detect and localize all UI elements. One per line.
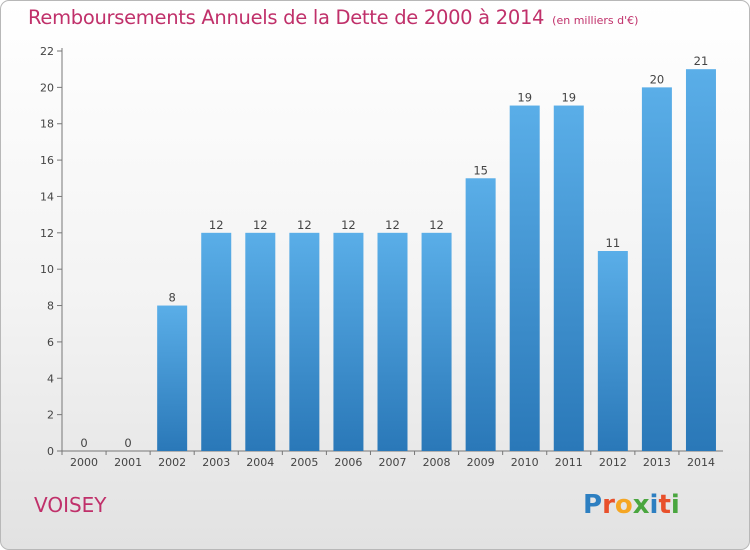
data-label: 12 bbox=[385, 218, 400, 232]
logo-letter: r bbox=[602, 490, 615, 520]
x-tick-label: 2005 bbox=[290, 456, 318, 469]
data-label: 19 bbox=[517, 91, 532, 105]
data-label: 8 bbox=[169, 291, 176, 305]
bar bbox=[245, 232, 276, 451]
bar bbox=[685, 69, 716, 451]
y-tick-label: 18 bbox=[40, 118, 54, 131]
x-tick-label: 2010 bbox=[511, 456, 539, 469]
y-tick-label: 2 bbox=[47, 409, 54, 422]
x-tick-label: 2000 bbox=[70, 456, 98, 469]
logo-letter: o bbox=[614, 490, 633, 520]
bar bbox=[597, 251, 628, 451]
data-label: 12 bbox=[209, 218, 224, 232]
logo-letter: x bbox=[632, 490, 650, 520]
y-tick-label: 10 bbox=[40, 263, 54, 276]
x-tick-label: 2008 bbox=[423, 456, 451, 469]
bar bbox=[289, 232, 320, 451]
data-label: 0 bbox=[80, 436, 87, 450]
data-label: 21 bbox=[694, 54, 709, 68]
chart-labels: 0 0 8 12 12 12 12 12 12 15 19 19 11 20 21 bbox=[80, 54, 708, 450]
chart-subtitle: (en milliers d'€) bbox=[552, 14, 639, 27]
x-tick-label: 2014 bbox=[687, 456, 715, 469]
bar bbox=[333, 232, 364, 451]
y-tick-label: 4 bbox=[47, 372, 54, 385]
y-tick-label: 20 bbox=[40, 81, 54, 94]
y-tick-label: 8 bbox=[47, 300, 54, 313]
data-label: 19 bbox=[561, 91, 576, 105]
y-tick-label: 22 bbox=[40, 45, 54, 58]
data-label: 20 bbox=[650, 72, 665, 86]
x-tick-label: 2003 bbox=[202, 456, 230, 469]
x-tick-label: 2002 bbox=[158, 456, 186, 469]
y-tick-label: 6 bbox=[47, 336, 54, 349]
logo-letter: i bbox=[649, 490, 659, 520]
x-tick-label: 2001 bbox=[114, 456, 142, 469]
bar bbox=[421, 232, 452, 451]
x-tick-label: 2006 bbox=[334, 456, 362, 469]
place-name: VOISEY bbox=[34, 493, 107, 517]
bar bbox=[465, 178, 496, 452]
y-tick-label: 14 bbox=[40, 190, 54, 203]
x-tick-label: 2012 bbox=[599, 456, 627, 469]
y-tick-label: 0 bbox=[47, 445, 54, 458]
x-tick-label: 2004 bbox=[246, 456, 274, 469]
data-label: 12 bbox=[297, 218, 312, 232]
data-label: 12 bbox=[429, 218, 444, 232]
chart-title-text: Remboursements Annuels de la Dette de 20… bbox=[28, 6, 545, 29]
data-label: 11 bbox=[606, 236, 621, 250]
bar bbox=[201, 232, 232, 451]
bar bbox=[377, 232, 408, 451]
x-tick-label: 2007 bbox=[379, 456, 407, 469]
bar bbox=[553, 105, 584, 451]
y-tick-label: 16 bbox=[40, 154, 54, 167]
x-tick-label: 2011 bbox=[555, 456, 583, 469]
x-tick-label: 2009 bbox=[467, 456, 495, 469]
logo-letter: t bbox=[658, 490, 671, 520]
chart-title: Remboursements Annuels de la Dette de 20… bbox=[28, 6, 638, 29]
chart-bars bbox=[157, 69, 716, 452]
logo-letter: i bbox=[670, 490, 680, 520]
data-label: 15 bbox=[473, 163, 488, 177]
data-label: 12 bbox=[253, 218, 268, 232]
bar bbox=[157, 305, 188, 451]
bar bbox=[641, 87, 672, 451]
bar bbox=[509, 105, 540, 451]
logo-letter: P bbox=[583, 490, 603, 520]
data-label: 12 bbox=[341, 218, 356, 232]
x-tick-label: 2013 bbox=[643, 456, 671, 469]
y-tick-label: 12 bbox=[40, 227, 54, 240]
data-label: 0 bbox=[124, 436, 131, 450]
proxiti-logo: Proxiti bbox=[583, 490, 680, 520]
